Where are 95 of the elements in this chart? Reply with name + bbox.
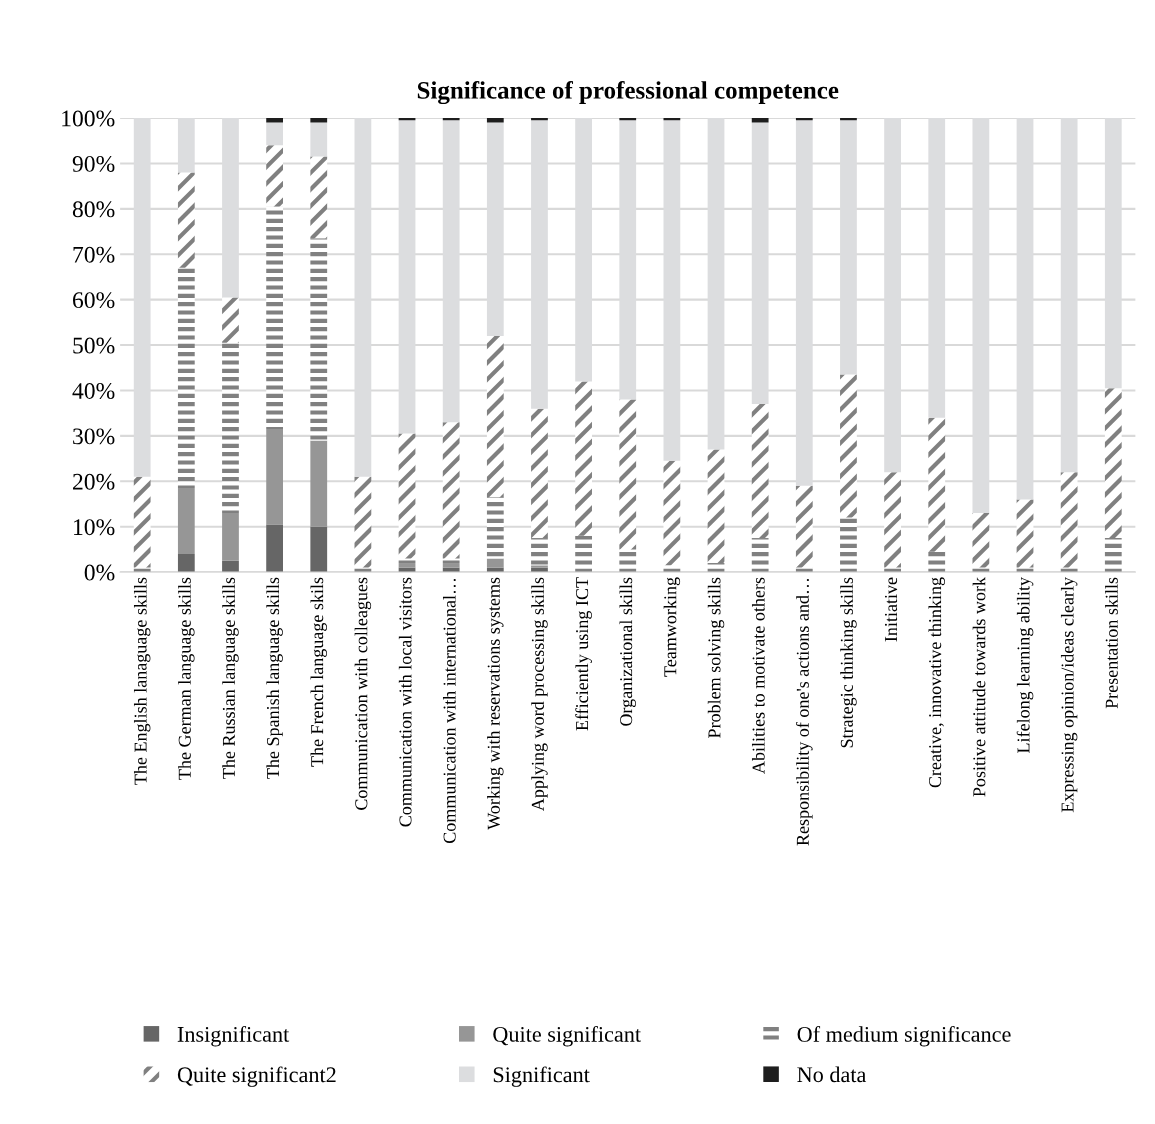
bar — [751, 404, 769, 539]
x-tick-label: Strategic thinking skills — [840, 577, 857, 748]
legend-label: Quite significant — [493, 1025, 641, 1047]
y-tick-label: 60% — [73, 292, 115, 309]
x-tick-label: Working with reservations systems — [487, 577, 504, 830]
x-tick-label: The Russian language skills — [222, 577, 239, 779]
x-tick-label: Expressing opinion/ideas clearly — [1060, 577, 1078, 813]
bar — [266, 206, 283, 430]
legend-label: No data — [797, 1066, 867, 1083]
bar — [928, 551, 946, 573]
bar — [619, 549, 637, 573]
bar — [928, 417, 946, 552]
bar — [972, 513, 990, 568]
bar — [354, 476, 372, 568]
bar — [442, 558, 460, 564]
bar — [663, 460, 681, 566]
bar — [310, 440, 328, 527]
x-tick-label: Positive attitude towards work — [972, 576, 986, 797]
chart-title: Significance of professional competence — [417, 80, 839, 105]
legend-label: Of medium significance — [797, 1025, 1011, 1047]
bar — [266, 145, 283, 207]
bar — [1104, 388, 1122, 539]
bar — [177, 488, 195, 554]
bar — [442, 422, 460, 559]
bar — [442, 563, 460, 568]
x-tick-label: The German language skills — [178, 577, 195, 780]
x-tick-label: Initiative — [884, 577, 898, 642]
bar — [310, 526, 328, 573]
x-tick-label: Communication with international… — [442, 578, 456, 844]
x-tick-label: Organizational skills — [619, 577, 636, 726]
y-tick-label: 0% — [84, 564, 115, 581]
x-tick-label: The French language skils — [310, 577, 327, 767]
x-tick-label: Creative, innovative thinking — [928, 577, 945, 788]
bar — [310, 118, 328, 123]
y-tick-label: 100% — [62, 110, 115, 127]
bar — [486, 335, 504, 498]
bar — [398, 558, 416, 564]
x-tick-label: Communication with colleagues — [354, 577, 372, 810]
y-tick-label: 80% — [72, 201, 115, 218]
legend-label: Insignificant — [177, 1025, 290, 1047]
bar — [222, 297, 239, 343]
x-tick-label: Lifelong learning ability — [1016, 577, 1034, 753]
bar — [1016, 499, 1034, 568]
legend-label: Significant — [493, 1066, 590, 1087]
y-tick-label: 20% — [73, 473, 115, 490]
bar — [795, 485, 813, 568]
y-tick-label: 10% — [74, 519, 115, 536]
bar — [840, 374, 857, 518]
bar — [575, 381, 592, 536]
bar — [751, 538, 769, 573]
x-tick-label: Abilities to motivate others — [751, 577, 765, 774]
y-tick-label: 50% — [73, 337, 115, 354]
bar — [619, 399, 637, 550]
bar — [310, 238, 328, 441]
bar — [884, 472, 901, 568]
bar — [486, 497, 504, 559]
x-tick-label: Responsibility of one's actions and… — [796, 578, 813, 846]
bar — [1060, 472, 1078, 568]
bar — [222, 342, 239, 514]
x-tick-label: Communication with local visitors — [398, 577, 412, 827]
bar — [222, 513, 239, 561]
x-tick-label: Teamworking — [663, 577, 681, 677]
bar — [486, 118, 504, 123]
bar — [840, 517, 857, 573]
y-tick-label: 30% — [73, 428, 115, 445]
bar — [177, 172, 195, 268]
x-tick-label: Applying word processing skills — [531, 577, 548, 812]
bar — [310, 122, 328, 157]
bar — [310, 156, 328, 239]
x-tick-label: The Spanish language skills — [266, 577, 283, 779]
y-tick-label: 70% — [73, 246, 115, 263]
bar — [266, 524, 283, 573]
bar — [751, 118, 769, 123]
legend-label: Quite significant2 — [177, 1066, 336, 1087]
x-tick-label: Problem solving skills — [707, 577, 725, 738]
bar — [531, 565, 548, 568]
bar — [177, 553, 195, 573]
bar — [707, 449, 725, 564]
bar — [266, 122, 283, 146]
bar — [1104, 538, 1122, 573]
bar — [177, 267, 195, 489]
x-tick-label: The English lanaguage skills — [133, 577, 151, 785]
x-tick-label: Presentation skills — [1105, 577, 1118, 709]
bar — [531, 408, 548, 539]
y-tick-label: 40% — [72, 382, 115, 399]
bar — [486, 558, 504, 568]
bar — [398, 563, 416, 568]
bar — [266, 118, 283, 123]
bar — [133, 476, 151, 568]
bar — [531, 538, 548, 566]
y-tick-label: 90% — [72, 155, 115, 172]
bar — [398, 433, 416, 559]
bar — [266, 429, 283, 525]
x-tick-label: Efficiently using ICT — [575, 577, 592, 731]
bar — [575, 535, 592, 573]
